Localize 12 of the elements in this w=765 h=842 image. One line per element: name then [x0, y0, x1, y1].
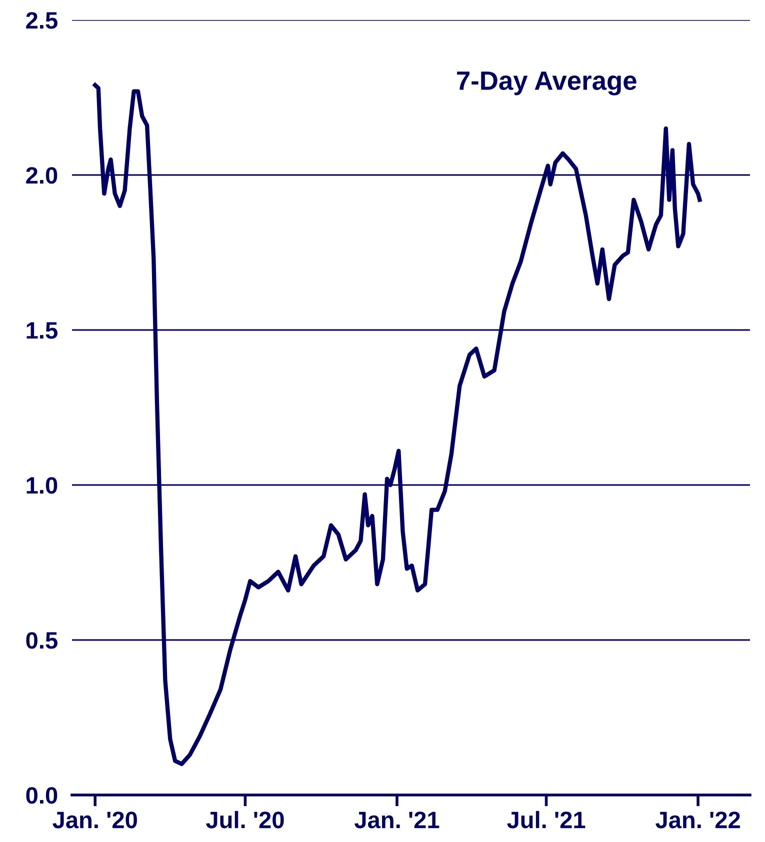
- x-tick-label: Jul. '20: [206, 810, 284, 828]
- y-tick-label: 0.0: [26, 787, 58, 804]
- y-tick-label: 2.5: [26, 12, 58, 29]
- y-tick-label: 1.0: [26, 477, 58, 494]
- y-tick-label: 2.0: [26, 167, 58, 184]
- x-tick-label: Jul. '21: [507, 810, 586, 828]
- x-tick-label: Jan. '20: [52, 812, 137, 828]
- x-tick-label: Jan. '22: [656, 812, 740, 828]
- y-tick-label: 0.5: [26, 632, 58, 649]
- y-tick-label: 1.5: [26, 322, 58, 339]
- x-tick-label: Jan. '21: [354, 812, 440, 828]
- annotation: 7-Day Average: [457, 72, 636, 96]
